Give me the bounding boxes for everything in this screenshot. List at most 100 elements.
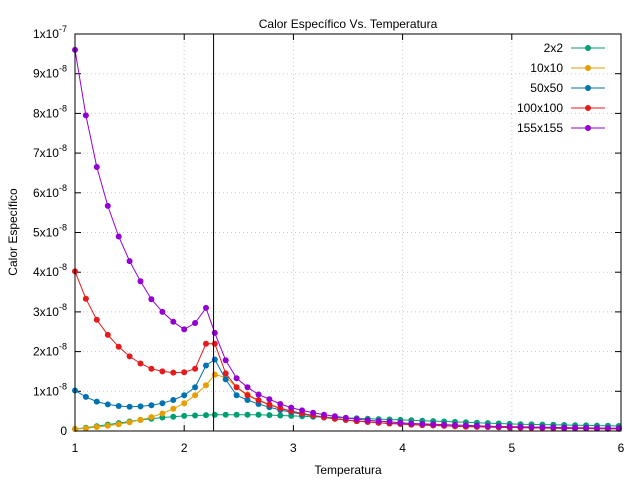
data-point [148, 365, 155, 372]
data-point [192, 320, 199, 326]
data-point [386, 418, 393, 425]
data-point [277, 401, 284, 407]
data-point [604, 425, 611, 432]
data-point [192, 392, 199, 399]
data-point [115, 421, 122, 428]
data-point [222, 376, 229, 383]
data-point [170, 318, 177, 325]
series-line [74, 271, 619, 430]
data-point [82, 112, 89, 119]
data-point [192, 412, 199, 419]
data-point [266, 412, 273, 419]
data-point [181, 412, 188, 419]
data-point [159, 400, 166, 407]
data-point [550, 424, 557, 431]
data-point [222, 357, 229, 364]
data-point [397, 419, 404, 426]
x-tick-label: 5 [508, 441, 515, 455]
data-point [126, 403, 133, 410]
data-point [82, 295, 89, 302]
data-point [572, 424, 579, 431]
data-point [137, 360, 144, 367]
data-point [93, 164, 100, 170]
data-point [594, 425, 600, 431]
grid [75, 34, 621, 431]
data-point [82, 425, 89, 432]
data-point [148, 414, 155, 421]
y-tick-label: 4x10-8 [33, 262, 67, 279]
data-point [255, 391, 262, 398]
data-point [93, 424, 100, 430]
data-point [244, 411, 251, 418]
legend-label: 155x155 [517, 121, 563, 135]
data-point [126, 258, 133, 265]
data-point [419, 420, 426, 427]
data-point [181, 326, 188, 333]
y-tick-label: 9x10-8 [33, 64, 67, 81]
data-point [115, 343, 122, 350]
data-point [539, 424, 546, 431]
data-point [203, 340, 209, 347]
data-point [203, 412, 209, 419]
data-point [266, 396, 273, 403]
y-axis-label: Calor Específico [6, 188, 20, 276]
y-tick-label: 7x10-8 [33, 143, 67, 160]
y-tick-label: 1x10-8 [33, 381, 67, 398]
data-point [211, 329, 218, 336]
y-tick-label: 3x10-8 [33, 302, 67, 319]
y-tick-label: 1x10-7 [33, 24, 67, 41]
legend-marker [585, 65, 591, 71]
data-point [93, 316, 100, 323]
data-point [203, 362, 209, 369]
x-tick-label: 2 [181, 441, 188, 455]
legend-marker [585, 85, 591, 91]
data-point [310, 409, 317, 416]
x-tick-label: 3 [290, 441, 297, 455]
data-point [148, 296, 155, 303]
plot-frame [74, 33, 622, 432]
legend-label: 2x2 [544, 41, 564, 55]
data-point [233, 375, 240, 382]
data-point [170, 369, 177, 376]
data-point [137, 416, 144, 423]
legend-label: 100x100 [517, 101, 563, 115]
data-point [255, 397, 262, 404]
data-point [561, 424, 568, 431]
data-point [104, 401, 111, 408]
legend-label: 50x50 [530, 81, 563, 95]
data-point [583, 424, 590, 431]
data-point [203, 304, 209, 311]
data-point [192, 384, 199, 391]
data-point [222, 370, 229, 377]
x-tick-label: 4 [399, 441, 406, 455]
data-point [211, 356, 218, 363]
x-tick-label: 1 [72, 441, 79, 455]
data-point [93, 398, 100, 405]
data-point [126, 353, 133, 360]
data-point [137, 403, 144, 410]
data-point [321, 411, 327, 418]
y-tick-labels: 0 1x10-8 2x10-8 3x10-8 4x10-8 5x10-8 6x10-8 7x1… [33, 24, 67, 438]
data-point [222, 411, 229, 418]
y-tick-label: 8x10-8 [33, 103, 67, 120]
data-point [233, 392, 240, 399]
data-point [170, 397, 177, 403]
data-point [82, 393, 89, 400]
data-point [266, 401, 273, 408]
data-point [126, 419, 133, 426]
data-point [181, 392, 188, 399]
data-point [159, 410, 166, 417]
x-tick-labels: 1 2 3 4 5 6 [72, 441, 625, 455]
series-10x10 [72, 371, 622, 432]
data-point [495, 423, 502, 430]
series-layer [72, 46, 622, 432]
data-point [299, 407, 306, 414]
data-point [211, 340, 218, 347]
legend-marker [585, 105, 591, 111]
y-tick-label: 6x10-8 [33, 183, 67, 200]
data-point [484, 423, 491, 430]
data-point [364, 417, 371, 424]
x-tick-label: 6 [618, 441, 625, 455]
data-point [104, 331, 111, 338]
